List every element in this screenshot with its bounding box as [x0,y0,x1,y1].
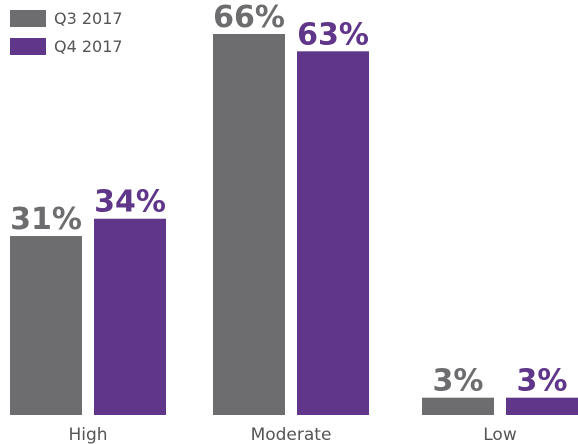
value-labels: 31% 34% 66% 63% 3% 3% [10,0,567,399]
bar-moderate-series-1 [213,34,285,415]
bar-low-series-2 [506,397,578,415]
value-label-high-series-2: 34% [94,185,166,220]
legend-swatch-series-1 [10,10,46,27]
legend-swatch-series-2 [10,38,46,55]
value-label-moderate-series-2: 63% [297,17,369,52]
bar-low-series-1 [422,397,494,415]
category-label-moderate: Moderate [251,425,332,444]
bar-high-series-1 [10,236,82,415]
legend-label-series-2: Q4 2017 [54,37,123,56]
legend: Q3 2017 Q4 2017 [10,9,123,56]
value-label-high-series-1: 31% [10,202,82,237]
legend-label-series-1: Q3 2017 [54,9,123,28]
bar-high-series-2 [94,218,166,415]
value-label-moderate-series-1: 66% [213,0,285,35]
bars [10,34,578,416]
category-label-high: High [68,425,107,444]
bar-moderate-series-2 [297,51,369,416]
value-label-low-series-2: 3% [517,364,568,399]
category-labels: High Moderate Low [68,425,516,444]
value-label-low-series-1: 3% [433,364,484,399]
category-label-low: Low [483,425,517,444]
